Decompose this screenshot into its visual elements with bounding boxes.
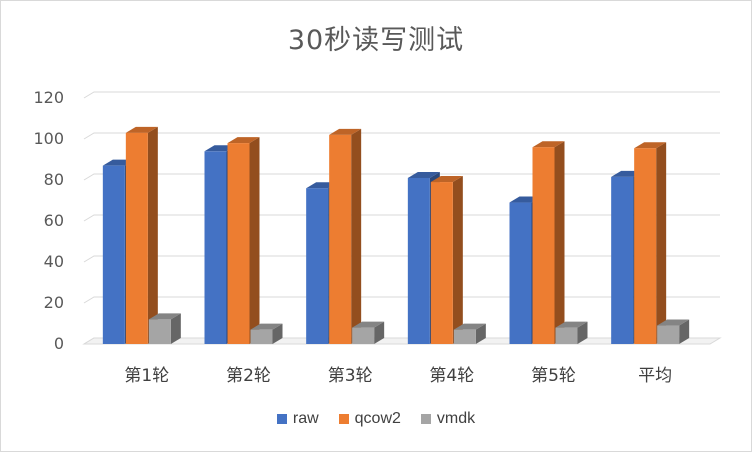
bar-qcow2-3 bbox=[329, 128, 362, 344]
gridline bbox=[83, 132, 720, 140]
gridline bbox=[83, 91, 720, 99]
chart-title: 30秒读写测试 bbox=[287, 25, 465, 56]
legend: raw qcow2 vmdk bbox=[0, 410, 752, 428]
x-axis-categories: 第1轮 第2轮 第3轮 第4轮 第5轮 平均 bbox=[124, 366, 672, 386]
legend-swatch bbox=[338, 414, 349, 424]
legend-label: qcow2 bbox=[354, 410, 401, 427]
legend-label: vmdk bbox=[436, 410, 476, 427]
y-axis-ticks: 0 20 40 60 80 100 120 bbox=[33, 88, 64, 353]
legend-item-raw: raw bbox=[276, 410, 319, 428]
legend-item-vmdk: vmdk bbox=[420, 410, 476, 428]
x-category-label: 平均 bbox=[638, 366, 672, 386]
y-tick-label: 0 bbox=[54, 334, 64, 353]
legend-swatch bbox=[276, 414, 287, 424]
bars bbox=[102, 126, 690, 344]
bar-vmdk-5 bbox=[555, 321, 588, 344]
x-category-label: 第3轮 bbox=[328, 366, 373, 386]
y-tick-label: 80 bbox=[44, 170, 64, 189]
bar-vmdk-3 bbox=[352, 321, 385, 344]
y-tick-label: 40 bbox=[44, 252, 64, 271]
bar-qcow2-1 bbox=[125, 126, 158, 344]
y-tick-label: 100 bbox=[33, 129, 64, 148]
x-category-label: 第4轮 bbox=[429, 366, 474, 386]
y-tick-label: 120 bbox=[33, 88, 64, 107]
bar-qcow2-4 bbox=[430, 176, 463, 344]
legend-label: raw bbox=[292, 410, 319, 427]
legend-item-qcow2: qcow2 bbox=[338, 410, 401, 428]
bar-qcow2-5 bbox=[532, 141, 565, 344]
x-category-label: 第2轮 bbox=[226, 366, 271, 386]
legend-swatch bbox=[420, 414, 431, 424]
x-category-label: 第1轮 bbox=[124, 366, 169, 386]
bar-vmdk-2 bbox=[250, 323, 283, 344]
bar-vmdk-6 bbox=[657, 319, 690, 344]
bar-vmdk-1 bbox=[148, 313, 181, 344]
x-category-label: 第5轮 bbox=[531, 366, 576, 386]
gridline bbox=[83, 173, 720, 181]
y-tick-label: 20 bbox=[44, 293, 64, 312]
y-tick-label: 60 bbox=[44, 211, 64, 230]
bar-qcow2-6 bbox=[634, 142, 667, 344]
bar-qcow2-2 bbox=[227, 137, 260, 344]
bar-vmdk-4 bbox=[453, 323, 486, 344]
